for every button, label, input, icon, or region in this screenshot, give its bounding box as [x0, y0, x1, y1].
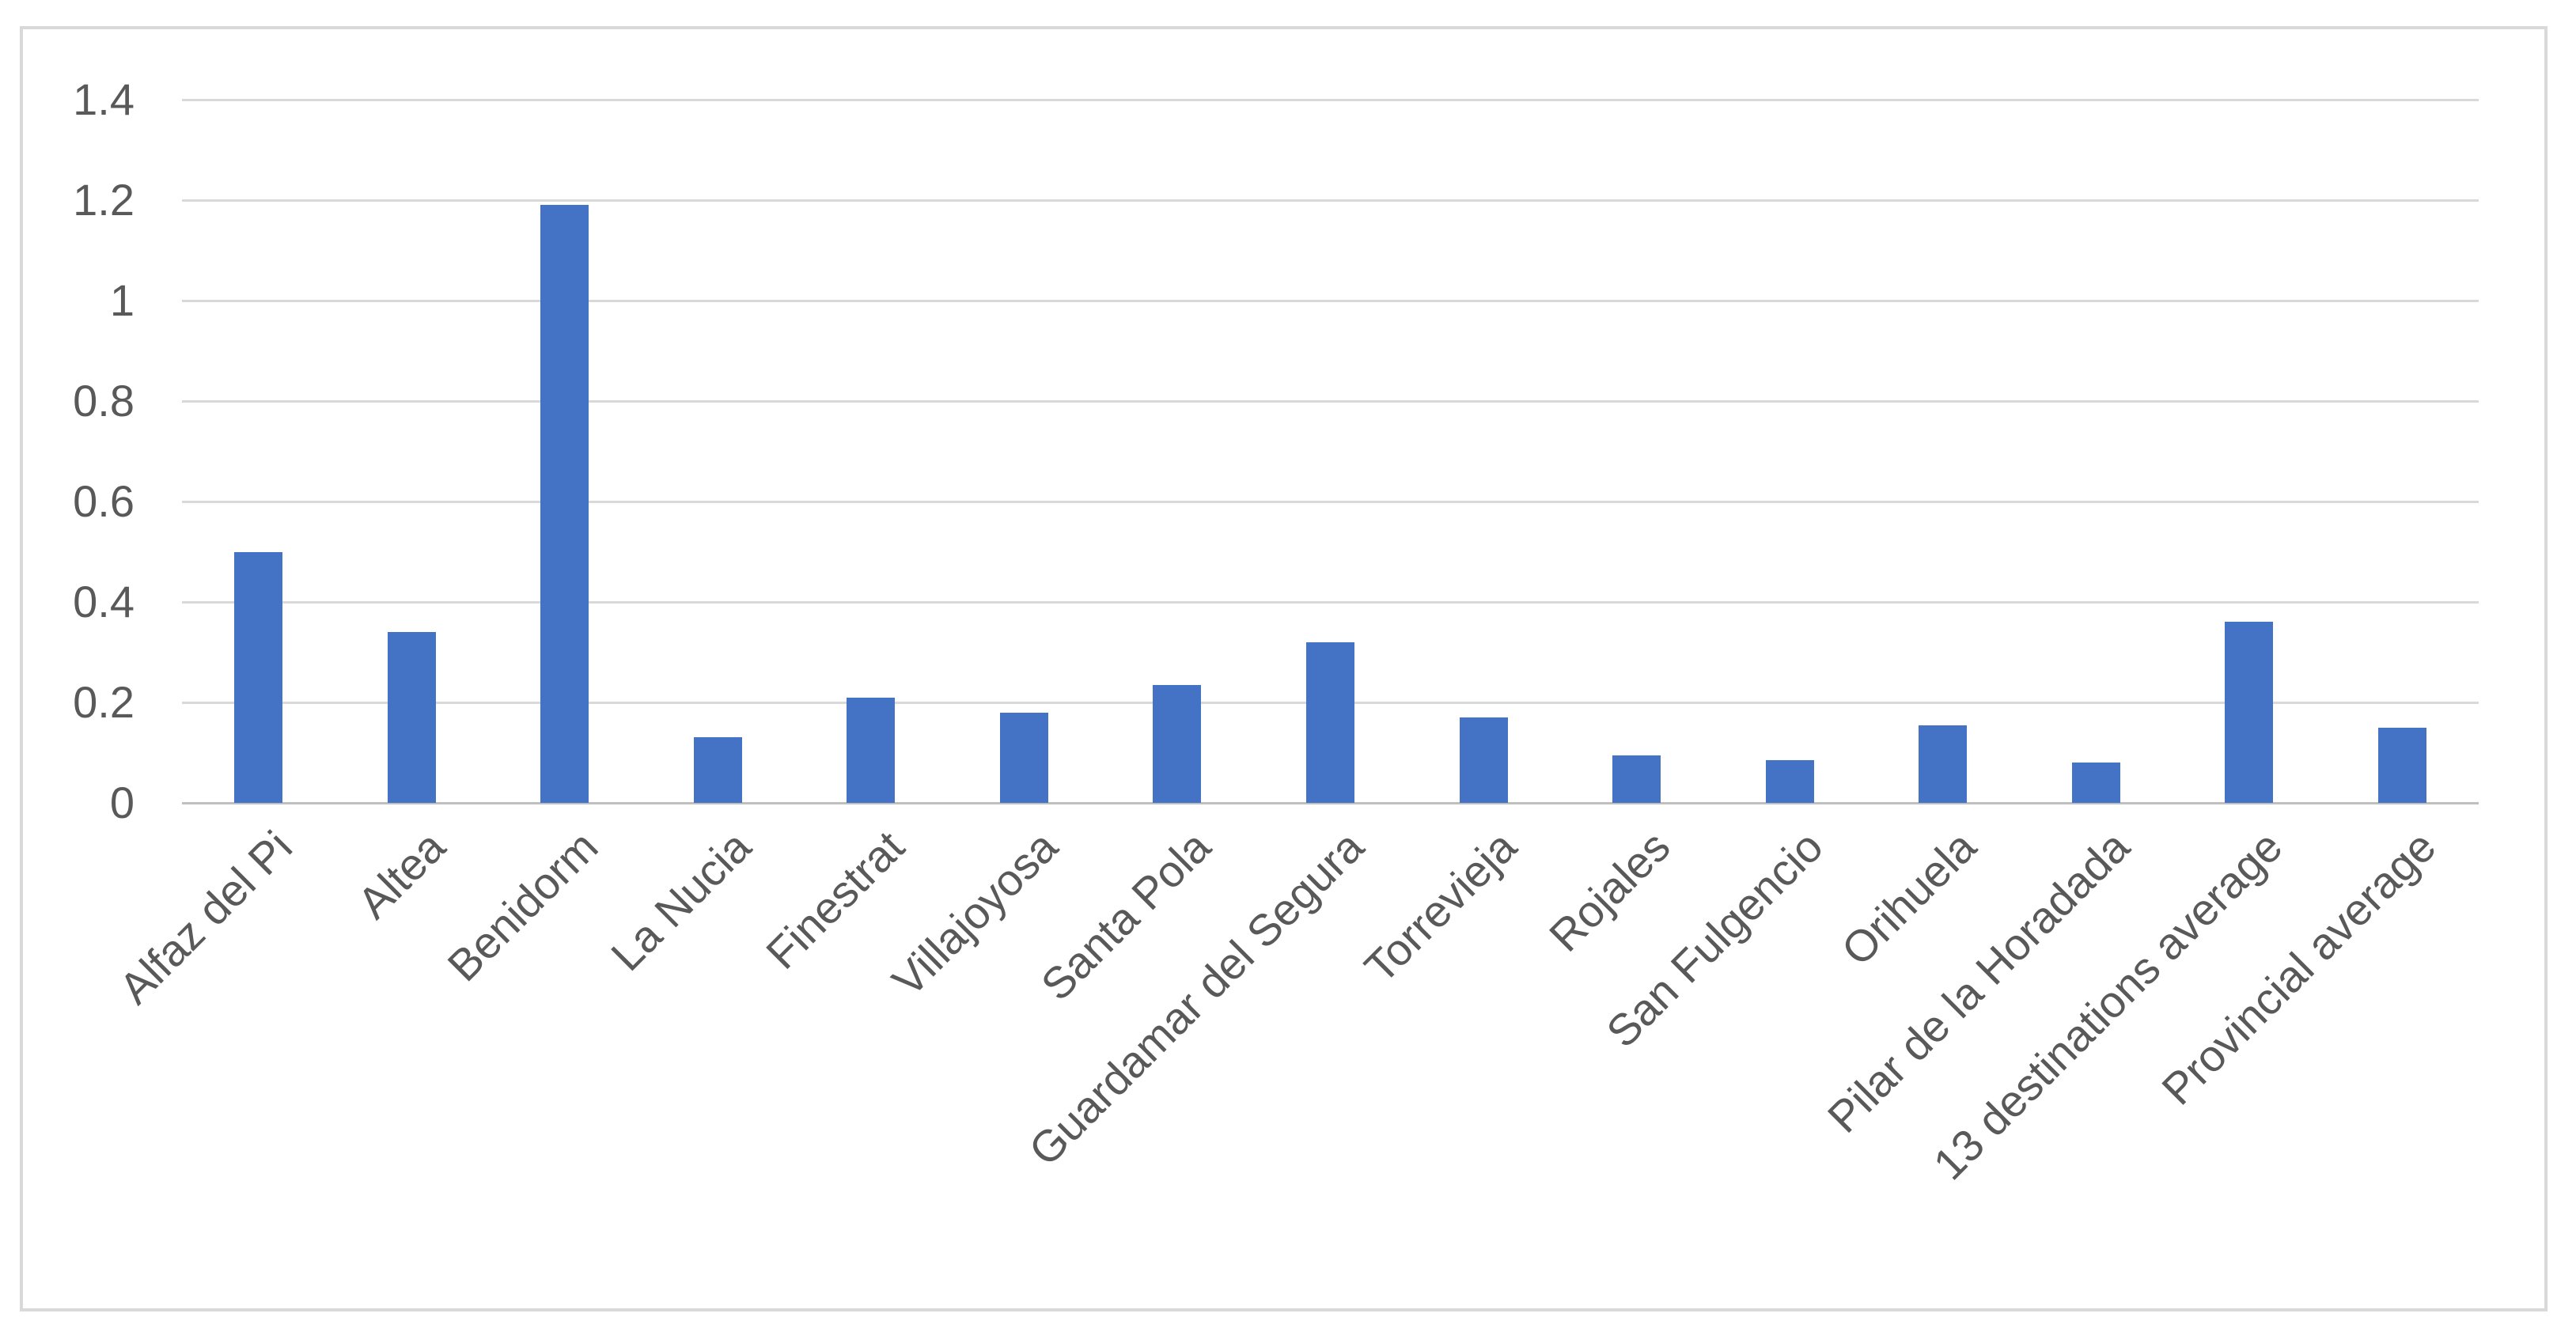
- gridline: [182, 399, 2479, 403]
- y-axis-tick-label: 0: [109, 778, 134, 827]
- bar: [2225, 622, 2274, 803]
- x-axis-line: [182, 801, 2479, 804]
- bar: [1919, 725, 1968, 803]
- y-axis-tick-label: 0.8: [73, 376, 134, 426]
- y-axis-tick-label: 0.6: [73, 476, 134, 526]
- bar: [1306, 642, 1354, 803]
- gridline: [182, 600, 2479, 604]
- bar: [540, 205, 589, 803]
- chart-border: [20, 26, 2548, 1311]
- bar: [847, 697, 896, 803]
- y-axis-tick-label: 1.2: [73, 175, 134, 225]
- bar: [2377, 727, 2426, 803]
- bar: [1765, 760, 1814, 803]
- bar: [234, 551, 283, 803]
- y-axis-tick-label: 1: [109, 275, 134, 325]
- gridline: [182, 98, 2479, 101]
- gridline: [182, 500, 2479, 503]
- bar: [387, 632, 436, 803]
- y-axis-tick-label: 0.4: [73, 577, 134, 626]
- bar: [693, 737, 742, 803]
- gridline: [182, 299, 2479, 302]
- bar: [999, 712, 1048, 803]
- y-axis-tick-label: 0.2: [73, 677, 134, 727]
- bar: [1612, 755, 1661, 803]
- bar: [2071, 763, 2120, 803]
- gridline: [182, 199, 2479, 202]
- bar: [1153, 684, 1202, 803]
- y-axis-tick-label: 1.4: [73, 74, 134, 124]
- bar: [1459, 717, 1508, 803]
